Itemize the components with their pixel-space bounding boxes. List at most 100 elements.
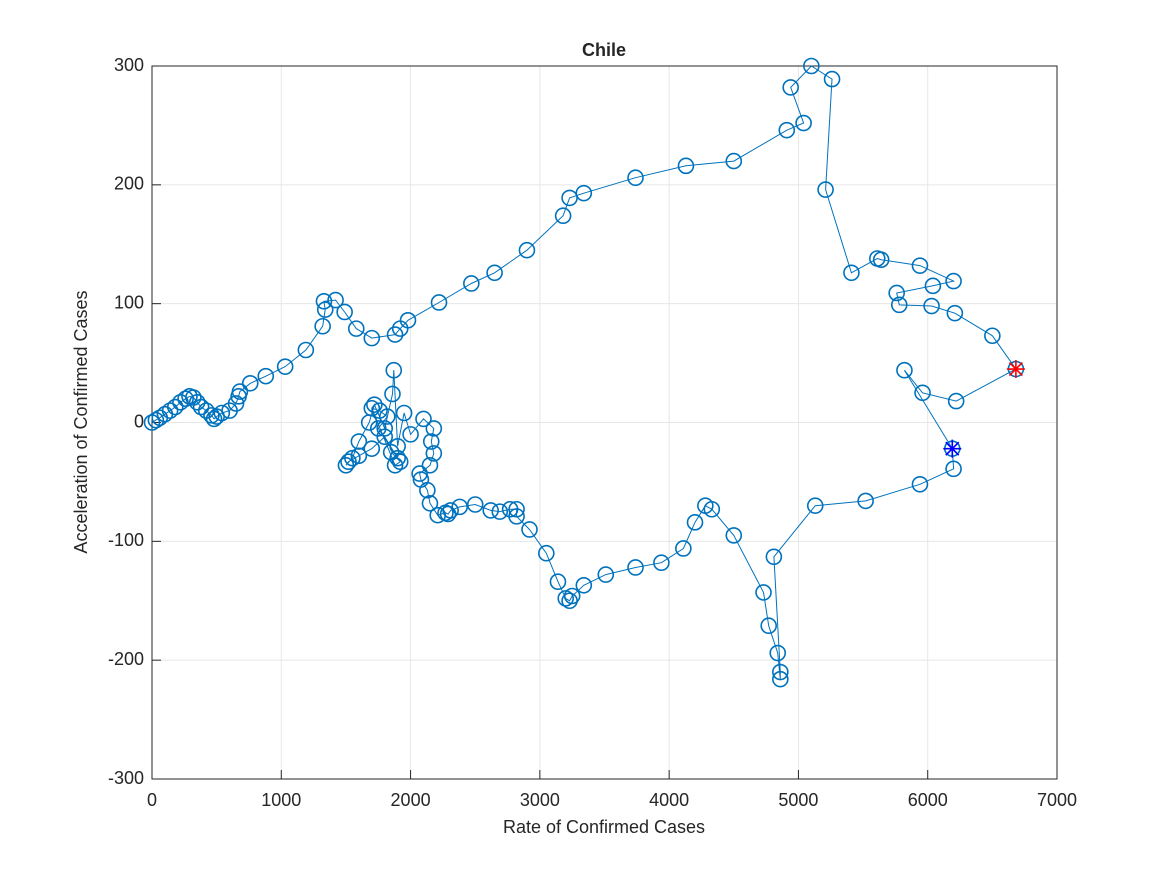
point bbox=[817, 181, 834, 198]
point bbox=[166, 398, 184, 416]
point bbox=[501, 500, 519, 518]
point bbox=[803, 57, 820, 75]
y-tick-label: -200 bbox=[108, 649, 144, 669]
point bbox=[486, 264, 503, 282]
point bbox=[421, 495, 439, 512]
x-tick-label: 0 bbox=[147, 790, 157, 810]
point bbox=[575, 184, 593, 202]
point bbox=[945, 460, 962, 478]
point bbox=[725, 152, 743, 170]
point bbox=[945, 272, 962, 290]
point bbox=[389, 437, 406, 455]
point bbox=[314, 317, 331, 335]
point bbox=[557, 590, 575, 607]
y-tick-label: 0 bbox=[134, 411, 144, 431]
point bbox=[575, 577, 593, 594]
point bbox=[463, 275, 480, 292]
point bbox=[437, 504, 454, 522]
x-tick-label: 4000 bbox=[649, 790, 689, 810]
point bbox=[697, 497, 714, 514]
point bbox=[412, 471, 430, 488]
x-tick-label: 6000 bbox=[908, 790, 948, 810]
point bbox=[782, 79, 799, 96]
point bbox=[914, 384, 931, 402]
point bbox=[518, 241, 536, 259]
star-stroke bbox=[1008, 361, 1023, 377]
point bbox=[402, 426, 419, 443]
point bbox=[327, 291, 344, 309]
point bbox=[466, 496, 484, 513]
point bbox=[213, 404, 231, 422]
point bbox=[924, 277, 942, 295]
y-tick-label: 300 bbox=[114, 55, 144, 75]
point bbox=[795, 114, 812, 132]
point bbox=[389, 449, 406, 467]
point bbox=[376, 428, 394, 446]
point bbox=[508, 500, 525, 518]
star-stroke bbox=[945, 441, 960, 456]
point bbox=[336, 303, 353, 321]
point bbox=[363, 440, 381, 457]
y-tick-label: 100 bbox=[114, 292, 144, 312]
point bbox=[376, 420, 394, 437]
point bbox=[297, 341, 315, 359]
x-axis-label: Rate of Confirmed Cases bbox=[503, 817, 705, 837]
point bbox=[911, 257, 929, 274]
point bbox=[337, 456, 355, 474]
point bbox=[778, 121, 796, 139]
point bbox=[385, 361, 403, 379]
point bbox=[241, 374, 259, 392]
point bbox=[896, 361, 913, 379]
point bbox=[347, 320, 365, 337]
point bbox=[755, 584, 772, 601]
point bbox=[363, 399, 381, 417]
x-tick-label: 3000 bbox=[520, 790, 560, 810]
point bbox=[627, 559, 644, 576]
point bbox=[843, 264, 860, 282]
point bbox=[823, 70, 841, 88]
point bbox=[161, 402, 179, 419]
point bbox=[395, 404, 413, 422]
chart-title: Chile bbox=[582, 40, 626, 60]
point bbox=[422, 433, 440, 450]
point bbox=[340, 453, 357, 471]
point bbox=[363, 329, 381, 347]
x-tick-label: 5000 bbox=[778, 790, 818, 810]
point bbox=[872, 251, 890, 268]
point bbox=[521, 521, 538, 538]
point bbox=[421, 456, 439, 474]
point bbox=[890, 296, 908, 314]
point bbox=[316, 301, 334, 318]
point bbox=[765, 548, 783, 566]
point bbox=[366, 396, 383, 413]
y-tick-label: 200 bbox=[114, 174, 144, 194]
star-marker bbox=[943, 439, 962, 458]
point bbox=[425, 420, 443, 437]
point bbox=[386, 326, 404, 343]
point bbox=[491, 503, 509, 520]
point bbox=[188, 393, 206, 411]
point bbox=[653, 554, 670, 572]
point bbox=[391, 453, 409, 471]
y-tick-label: -300 bbox=[108, 768, 144, 788]
point bbox=[315, 292, 333, 310]
point bbox=[760, 617, 777, 635]
point bbox=[888, 284, 905, 302]
point bbox=[923, 297, 940, 315]
point bbox=[806, 497, 824, 514]
point bbox=[147, 411, 165, 429]
point bbox=[772, 663, 789, 681]
point bbox=[399, 312, 417, 329]
point bbox=[371, 402, 388, 419]
point bbox=[411, 465, 428, 482]
x-tick-label: 7000 bbox=[1037, 790, 1077, 810]
point bbox=[350, 447, 368, 465]
point bbox=[538, 544, 555, 562]
point bbox=[382, 443, 400, 461]
point bbox=[177, 390, 194, 408]
point bbox=[549, 573, 567, 591]
point bbox=[276, 358, 294, 375]
point bbox=[257, 367, 275, 385]
